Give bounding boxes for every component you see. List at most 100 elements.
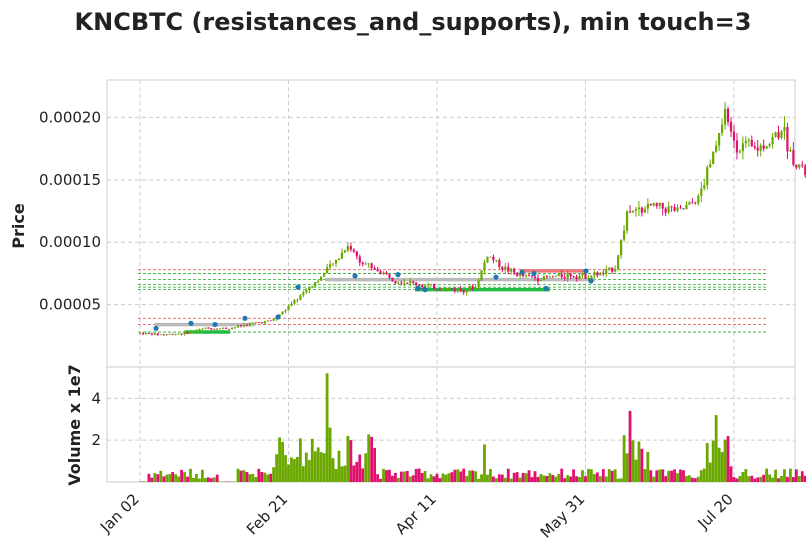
candle-body [284,310,287,312]
candle-body [646,203,649,209]
volume-bar [346,435,350,482]
candle-body [738,151,742,153]
volume-bar [590,469,593,482]
volume-bar [690,477,694,482]
candle-body [792,150,795,165]
volume-bar [284,455,287,482]
candle-body [682,208,685,210]
volume-bar [601,469,605,482]
candle-body [545,276,548,278]
candle-body [180,333,183,335]
volume-bar [732,477,736,482]
volume-bar [254,477,258,482]
volume-bar [296,456,299,482]
candle-body [498,260,501,267]
candle-body [652,203,655,206]
volume-bar [584,476,587,482]
volume-bar [325,373,329,482]
candle-body [406,282,409,284]
candle-body [367,263,370,265]
candle-body [412,281,415,283]
candle-body [317,280,320,282]
touch-marker [188,320,194,326]
candle-body [516,272,519,277]
volume-bar [676,473,679,482]
volume-bar [444,474,448,482]
volume-bar [735,478,739,482]
candle-body [578,275,581,280]
volume-bar [337,450,341,482]
candle-body [361,262,364,265]
volume-y-tick-label: 2 [91,431,101,449]
candle-body [676,207,679,211]
candle-body [593,272,596,276]
volume-bar [203,478,207,482]
candle-body [168,333,171,335]
candle-body [804,165,806,176]
volume-bar [391,475,394,482]
volume-bar [189,468,192,482]
candle-body [759,145,762,151]
volume-bar [474,471,477,482]
volume-bar [497,474,501,482]
candle-body [611,267,614,272]
price-panel-frame [106,79,796,368]
volume-bar [628,410,632,482]
touch-marker [212,321,218,328]
candle-body [741,143,744,152]
volume-bar [575,476,578,482]
candle-body [718,133,721,146]
volume-bar [643,469,647,482]
volume-bar [524,473,528,482]
candle-body [376,269,379,272]
price-axis-label: Price [9,203,28,249]
candle-body [539,279,543,282]
candle-body [245,325,249,326]
candle-body [334,260,338,264]
candle-body [144,333,148,335]
volume-bar [616,478,620,482]
volume-bars [138,373,806,482]
volume-bar [313,451,317,482]
candle-body [524,275,528,277]
volume-y-tick-label: 4 [91,389,101,407]
touch-marker [588,278,594,284]
volume-bar [408,476,412,482]
candle-body [251,322,254,324]
candle-body [305,290,308,293]
volume-bar [693,478,697,482]
candle-body [192,331,195,333]
candle-body [706,167,709,185]
volume-bar [664,476,668,482]
volume-bar [661,469,665,482]
candle-body [557,274,560,277]
x-ticks: Jan 02 Feb 21 Apr 11 May 31 Jul 20 [96,490,737,542]
volume-bar [174,474,178,482]
volume-bar [180,469,183,482]
volume-bar [287,464,290,482]
volume-bar [319,452,323,482]
candle-body [210,328,213,330]
candle-body [409,281,412,284]
volume-bar [515,472,519,482]
candle-body [156,333,159,335]
volume-bar [530,477,534,482]
volume-grid [107,367,795,482]
volume-bar [447,473,451,482]
candle-body [373,268,376,270]
candle-body [281,311,284,315]
price-y-tick-label: 0.00005 [39,296,101,314]
candle-body [207,327,210,329]
volume-bar [177,476,181,482]
volume-bar [414,468,418,482]
volume-bar [598,476,602,482]
volume-bar [269,473,273,482]
chart-title: KNCBTC (resistances_and_supports), min t… [75,8,752,36]
candle-body [177,333,180,335]
candle-body [780,131,783,138]
volume-bar [649,470,653,482]
candle-body [631,210,635,213]
volume-bar [275,454,279,482]
candle-body [548,276,551,278]
volume-bar [765,468,769,482]
